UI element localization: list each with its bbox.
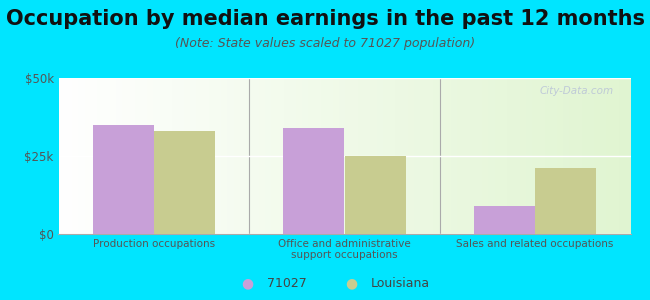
Bar	[474, 206, 535, 234]
Bar	[93, 125, 154, 234]
Text: ●: ●	[345, 277, 357, 290]
Bar	[283, 128, 344, 234]
Text: Occupation by median earnings in the past 12 months: Occupation by median earnings in the pas…	[5, 9, 645, 29]
Text: (Note: State values scaled to 71027 population): (Note: State values scaled to 71027 popu…	[175, 38, 475, 50]
Bar	[154, 131, 215, 234]
Bar	[535, 169, 596, 234]
Bar	[344, 156, 406, 234]
Text: Louisiana: Louisiana	[370, 277, 430, 290]
Text: 71027: 71027	[266, 277, 306, 290]
Text: City-Data.com: City-Data.com	[540, 86, 614, 96]
Text: ●: ●	[241, 277, 253, 290]
